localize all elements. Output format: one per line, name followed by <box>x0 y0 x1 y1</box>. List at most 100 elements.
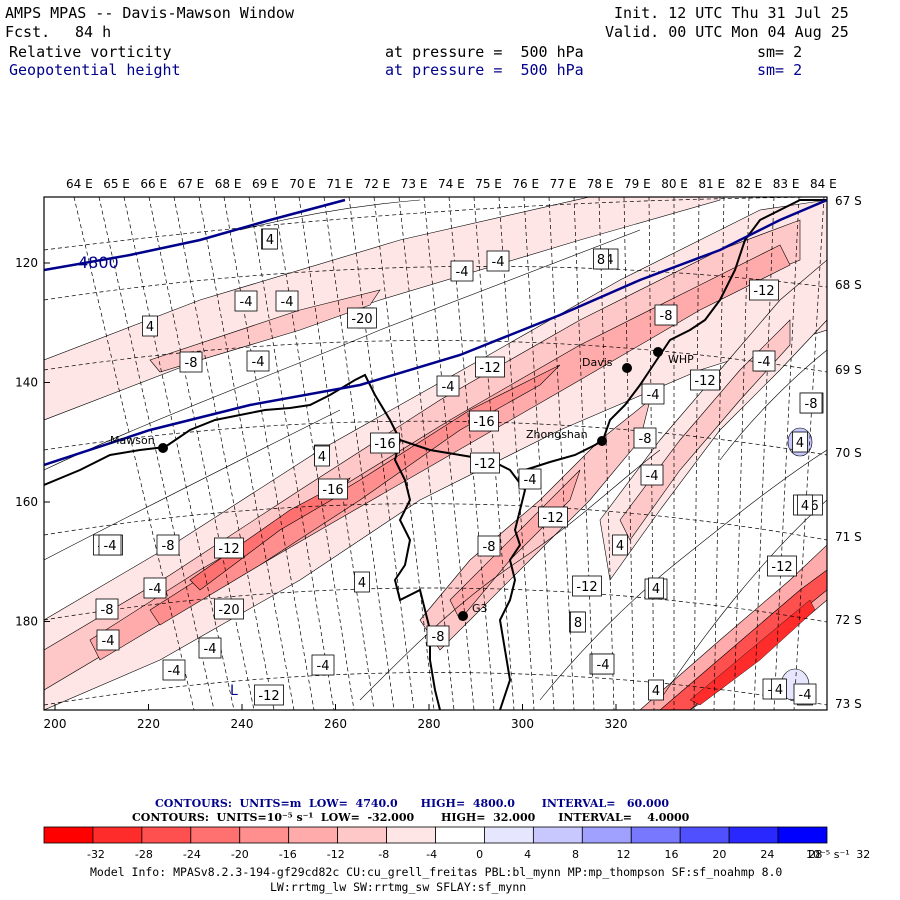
color-scale-label: 28 <box>808 848 822 861</box>
contour-label: 4 <box>652 684 660 699</box>
contour-label: 4 <box>358 576 366 591</box>
contour-label-box <box>633 427 657 449</box>
contour-label-box <box>314 445 330 467</box>
contour-label-box <box>640 464 664 486</box>
color-scale-label: -12 <box>327 848 345 861</box>
contour-label: -4 <box>456 265 469 280</box>
color-scale-label: -8 <box>378 848 389 861</box>
contour-label: -4 <box>524 473 537 488</box>
contour-labels: 4 -4 4 -4 -4 -4 4 -4 -8 -4 4 -4 -4 -4 -12 -16 -8 -12 -8 -4 4… <box>93 228 824 706</box>
y-tick-label: 140 <box>15 376 38 390</box>
contour-label-box <box>486 250 510 272</box>
longitude-labels: 64 E 65 E 66 E 67 E 68 E 69 E 70 E 71 E 72 E 73 E… <box>66 177 837 191</box>
contour-label-box <box>318 478 348 500</box>
contour-label-box <box>469 410 499 432</box>
contour-label-box <box>246 350 270 372</box>
contour-label: -8 <box>639 432 652 447</box>
vorticity-shading <box>44 197 827 710</box>
contour-label-box <box>426 625 450 647</box>
contour-label-box <box>214 598 244 620</box>
station-g3-dot <box>458 611 468 621</box>
contour-label: -4 <box>492 255 505 270</box>
lat-label: 67 S <box>835 194 862 208</box>
contour-label-box <box>475 356 505 378</box>
contour-label: -12 <box>771 560 792 575</box>
lon-label: 70 E <box>289 177 316 191</box>
lat-label: 71 S <box>835 530 862 544</box>
forecast-hours: 84 h <box>75 23 112 41</box>
contour-label-box <box>793 683 817 705</box>
contour-label: -4 <box>281 295 294 310</box>
color-scale-swatch <box>777 826 828 844</box>
contour-label: -8 <box>805 397 818 412</box>
color-scale-swatch <box>630 826 681 844</box>
contour-label-box <box>198 637 222 659</box>
contour-label: 4 <box>616 539 624 554</box>
color-scale-label: 4 <box>524 848 531 861</box>
contour-label-box <box>648 577 664 599</box>
station-whp-dot <box>653 347 663 357</box>
contour-label: 4 <box>146 320 154 335</box>
contour-label: -4 <box>799 688 812 703</box>
contour-label: -12 <box>474 457 495 472</box>
contour-label: -4 <box>240 295 253 310</box>
field-1-pressure: at pressure = 500 hPa <box>385 43 584 61</box>
contour-label: -4 <box>317 659 330 674</box>
contour-label-box <box>262 228 278 250</box>
contour-label-box <box>518 468 542 490</box>
lon-label: 74 E <box>438 177 465 191</box>
contour-label-box <box>797 494 813 516</box>
contour-label-box <box>752 350 776 372</box>
color-scale-swatch <box>141 826 192 844</box>
color-scale-bar: -32 -28 -24 -20 -16 -12 -8 -4 0 4 8 12 16 20 24 28 32 <box>43 826 870 861</box>
contour-label-box <box>570 611 586 633</box>
lon-label: 69 E <box>252 177 279 191</box>
contour-label: -4 <box>758 355 771 370</box>
contour-label-box <box>538 506 568 528</box>
lon-label: 80 E <box>661 177 688 191</box>
color-scale-swatch <box>43 826 94 844</box>
station-zhongshan-label: Zhongshan <box>526 428 588 441</box>
color-scale-swatch <box>679 826 730 844</box>
color-scale-label: 12 <box>617 848 631 861</box>
contour-label: 4 <box>652 582 660 597</box>
contour-label-box <box>477 535 501 557</box>
stations: Mawson Davis WHP Zhongshan G3 <box>110 347 694 621</box>
y-tick-label: 120 <box>15 256 38 270</box>
station-zhongshan-dot <box>597 436 607 446</box>
x-tick-label: 260 <box>324 717 347 731</box>
contour-label: -4 <box>646 469 659 484</box>
contour-label-box <box>143 577 167 599</box>
contour-label-box <box>354 571 370 593</box>
lat-label: 69 S <box>835 363 862 377</box>
lon-label: 65 E <box>103 177 130 191</box>
contour-label-box <box>799 392 823 414</box>
field-1-sm: sm= 2 <box>757 43 803 61</box>
contour-label: -4 <box>442 380 455 395</box>
contour-label: -8 <box>660 309 673 324</box>
contour-label: -8 <box>101 603 114 618</box>
lon-label: 73 E <box>401 177 428 191</box>
contour-label: -8 <box>185 356 198 371</box>
contour-label-box <box>767 555 797 577</box>
lon-label: 81 E <box>698 177 725 191</box>
lon-label: 66 E <box>140 177 167 191</box>
color-scale-label: 16 <box>664 848 678 861</box>
field-2-sm: sm= 2 <box>757 61 803 79</box>
contour-label: 4 <box>801 499 809 514</box>
contour-label-box <box>654 304 678 326</box>
color-scale-swatch <box>239 826 290 844</box>
contour-label: -12 <box>753 284 774 299</box>
contour-label: -12 <box>694 374 715 389</box>
contour-label: -12 <box>218 542 239 557</box>
contour-label-box <box>234 290 258 312</box>
x-tick-label: 300 <box>511 717 534 731</box>
lon-label: 75 E <box>475 177 502 191</box>
color-scale-label: 32 <box>856 848 870 861</box>
contour-label-box <box>612 534 628 556</box>
contour-label-box <box>771 678 787 700</box>
contour-label-box <box>96 629 120 651</box>
contour-label-box <box>156 534 180 556</box>
contour-label-box <box>792 431 808 453</box>
contour-label-box <box>214 537 244 559</box>
